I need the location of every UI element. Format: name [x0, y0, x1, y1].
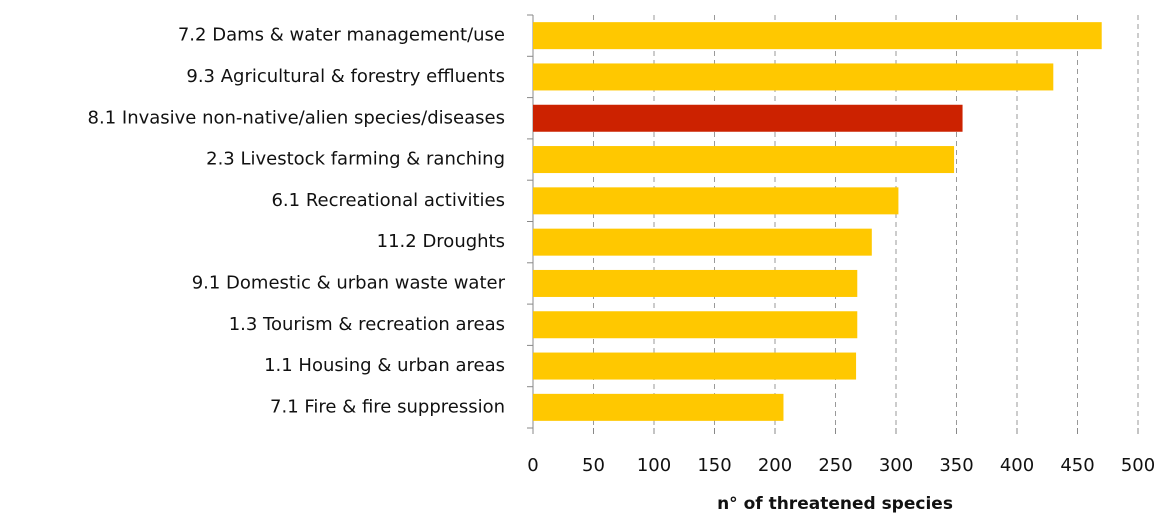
y-tick-label: 11.2 Droughts: [377, 231, 505, 252]
bar: [533, 63, 1054, 91]
y-tick-label: 1.1 Housing & urban areas: [264, 355, 505, 376]
x-tick-label: 100: [637, 455, 671, 476]
y-tick-label: 9.1 Domestic & urban waste water: [192, 272, 506, 293]
bar: [533, 269, 858, 297]
x-axis-title: n° of threatened species: [717, 494, 953, 514]
y-tick-label: 7.1 Fire & fire suppression: [270, 396, 505, 417]
x-tick-label: 500: [1121, 455, 1155, 476]
bar: [533, 393, 784, 421]
y-tick-label: 9.3 Agricultural & forestry effluents: [186, 66, 505, 87]
x-tick-label: 450: [1060, 455, 1094, 476]
x-tick-label: 200: [758, 455, 792, 476]
bar: [533, 187, 899, 215]
bar: [533, 22, 1102, 50]
bar: [533, 104, 963, 132]
y-tick-label: 8.1 Invasive non-native/alien species/di…: [88, 107, 505, 128]
y-tick-label: 7.2 Dams & water management/use: [178, 25, 505, 46]
y-tick-label: 2.3 Livestock farming & ranching: [206, 149, 505, 170]
x-tick-label: 300: [879, 455, 913, 476]
bar: [533, 228, 872, 256]
x-tick-label: 50: [582, 455, 605, 476]
x-tick-label: 250: [818, 455, 852, 476]
bar: [533, 352, 857, 380]
bar: [533, 311, 858, 339]
x-tick-label: 350: [939, 455, 973, 476]
y-tick-label: 1.3 Tourism & recreation areas: [229, 314, 505, 335]
x-tick-label: 150: [697, 455, 731, 476]
bar: [533, 146, 955, 174]
x-tick-label: 0: [527, 455, 538, 476]
x-tick-label: 400: [1000, 455, 1034, 476]
y-tick-label: 6.1 Recreational activities: [271, 190, 505, 211]
